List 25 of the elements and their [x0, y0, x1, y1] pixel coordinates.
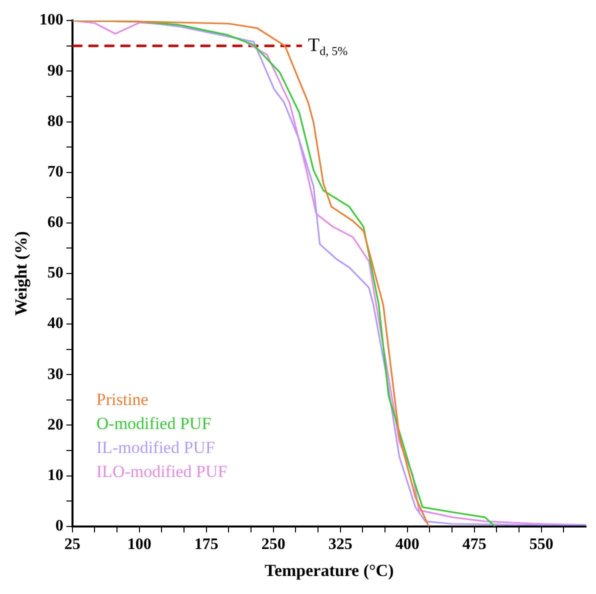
x-tick-label: 325: [328, 536, 352, 554]
x-tick-label: 175: [194, 536, 218, 554]
y-tick-label: 10: [47, 466, 64, 484]
x-tick-label: 550: [529, 536, 554, 554]
y-tick-label: 30: [47, 366, 64, 383]
y-tick-label: 70: [47, 163, 64, 180]
text: IL-modified PUF: [96, 438, 215, 457]
y-tick-label: 100: [39, 12, 64, 29]
x-tick-label: 100: [127, 536, 152, 554]
x-tick-label: 250: [261, 536, 286, 554]
y-tick-label: 60: [47, 214, 64, 232]
x-axis-title: Temperature (°C): [264, 561, 394, 580]
x-tick-label: 400: [395, 536, 420, 554]
y-tick-label: 80: [47, 112, 64, 130]
x-tick-label: 25: [64, 536, 80, 554]
y-tick-label: 90: [47, 62, 64, 80]
text: ILO-modified PUF: [96, 462, 228, 481]
y-tick-label: 20: [47, 416, 64, 434]
y-tick-label: 50: [47, 264, 64, 282]
x-tick-label: 475: [462, 536, 486, 554]
text: Pristine: [96, 390, 148, 409]
text: O-modified PUF: [96, 414, 212, 433]
y-axis-title: Weight (%): [12, 231, 31, 316]
y-tick-label: 40: [47, 315, 64, 332]
y-tick-label: 0: [55, 518, 64, 535]
